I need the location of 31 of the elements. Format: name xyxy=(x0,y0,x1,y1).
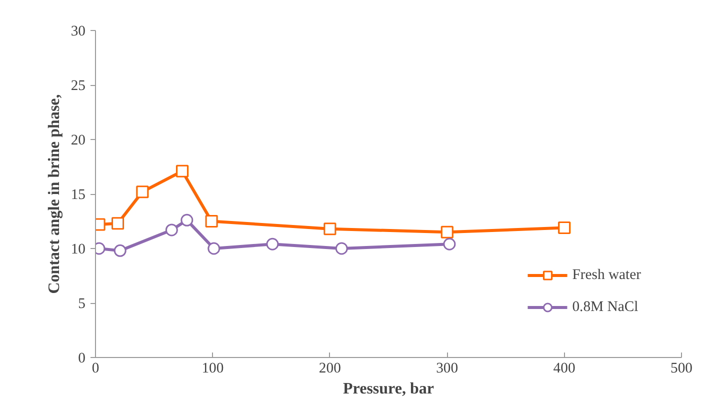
x-tick-label: 100 xyxy=(202,360,224,376)
y-tick-label: 5 xyxy=(78,296,86,312)
y-tick-label: 0 xyxy=(78,350,86,366)
point xyxy=(443,238,456,250)
x-tick-label: 400 xyxy=(553,360,576,376)
point xyxy=(558,222,571,234)
y-tick-label: 30 xyxy=(70,24,86,40)
y-axis-title: Contact angle in brine phase, xyxy=(46,94,63,294)
x-tick-label: 200 xyxy=(318,360,341,376)
point xyxy=(176,164,188,178)
x-axis-title: Pressure, bar xyxy=(343,380,434,398)
point xyxy=(266,238,279,250)
x-tick-label: 300 xyxy=(436,360,458,376)
y-tick-label: 20 xyxy=(70,132,86,148)
point xyxy=(440,226,454,238)
x-tick-label: 500 xyxy=(670,360,692,376)
point xyxy=(114,244,126,257)
point xyxy=(180,214,194,226)
legend-label: 0.8M NaCl xyxy=(572,298,638,316)
point xyxy=(205,215,218,228)
point xyxy=(208,242,220,255)
point xyxy=(324,222,336,236)
point xyxy=(165,224,178,236)
point xyxy=(136,186,149,198)
point xyxy=(112,217,124,230)
y-tick-label: 25 xyxy=(70,78,86,94)
legend-label: Fresh water xyxy=(572,266,641,284)
y-tick-label: 15 xyxy=(70,187,86,203)
point xyxy=(335,242,348,255)
y-tick-label: 10 xyxy=(70,242,86,258)
x-tick-label: 0 xyxy=(92,360,100,376)
